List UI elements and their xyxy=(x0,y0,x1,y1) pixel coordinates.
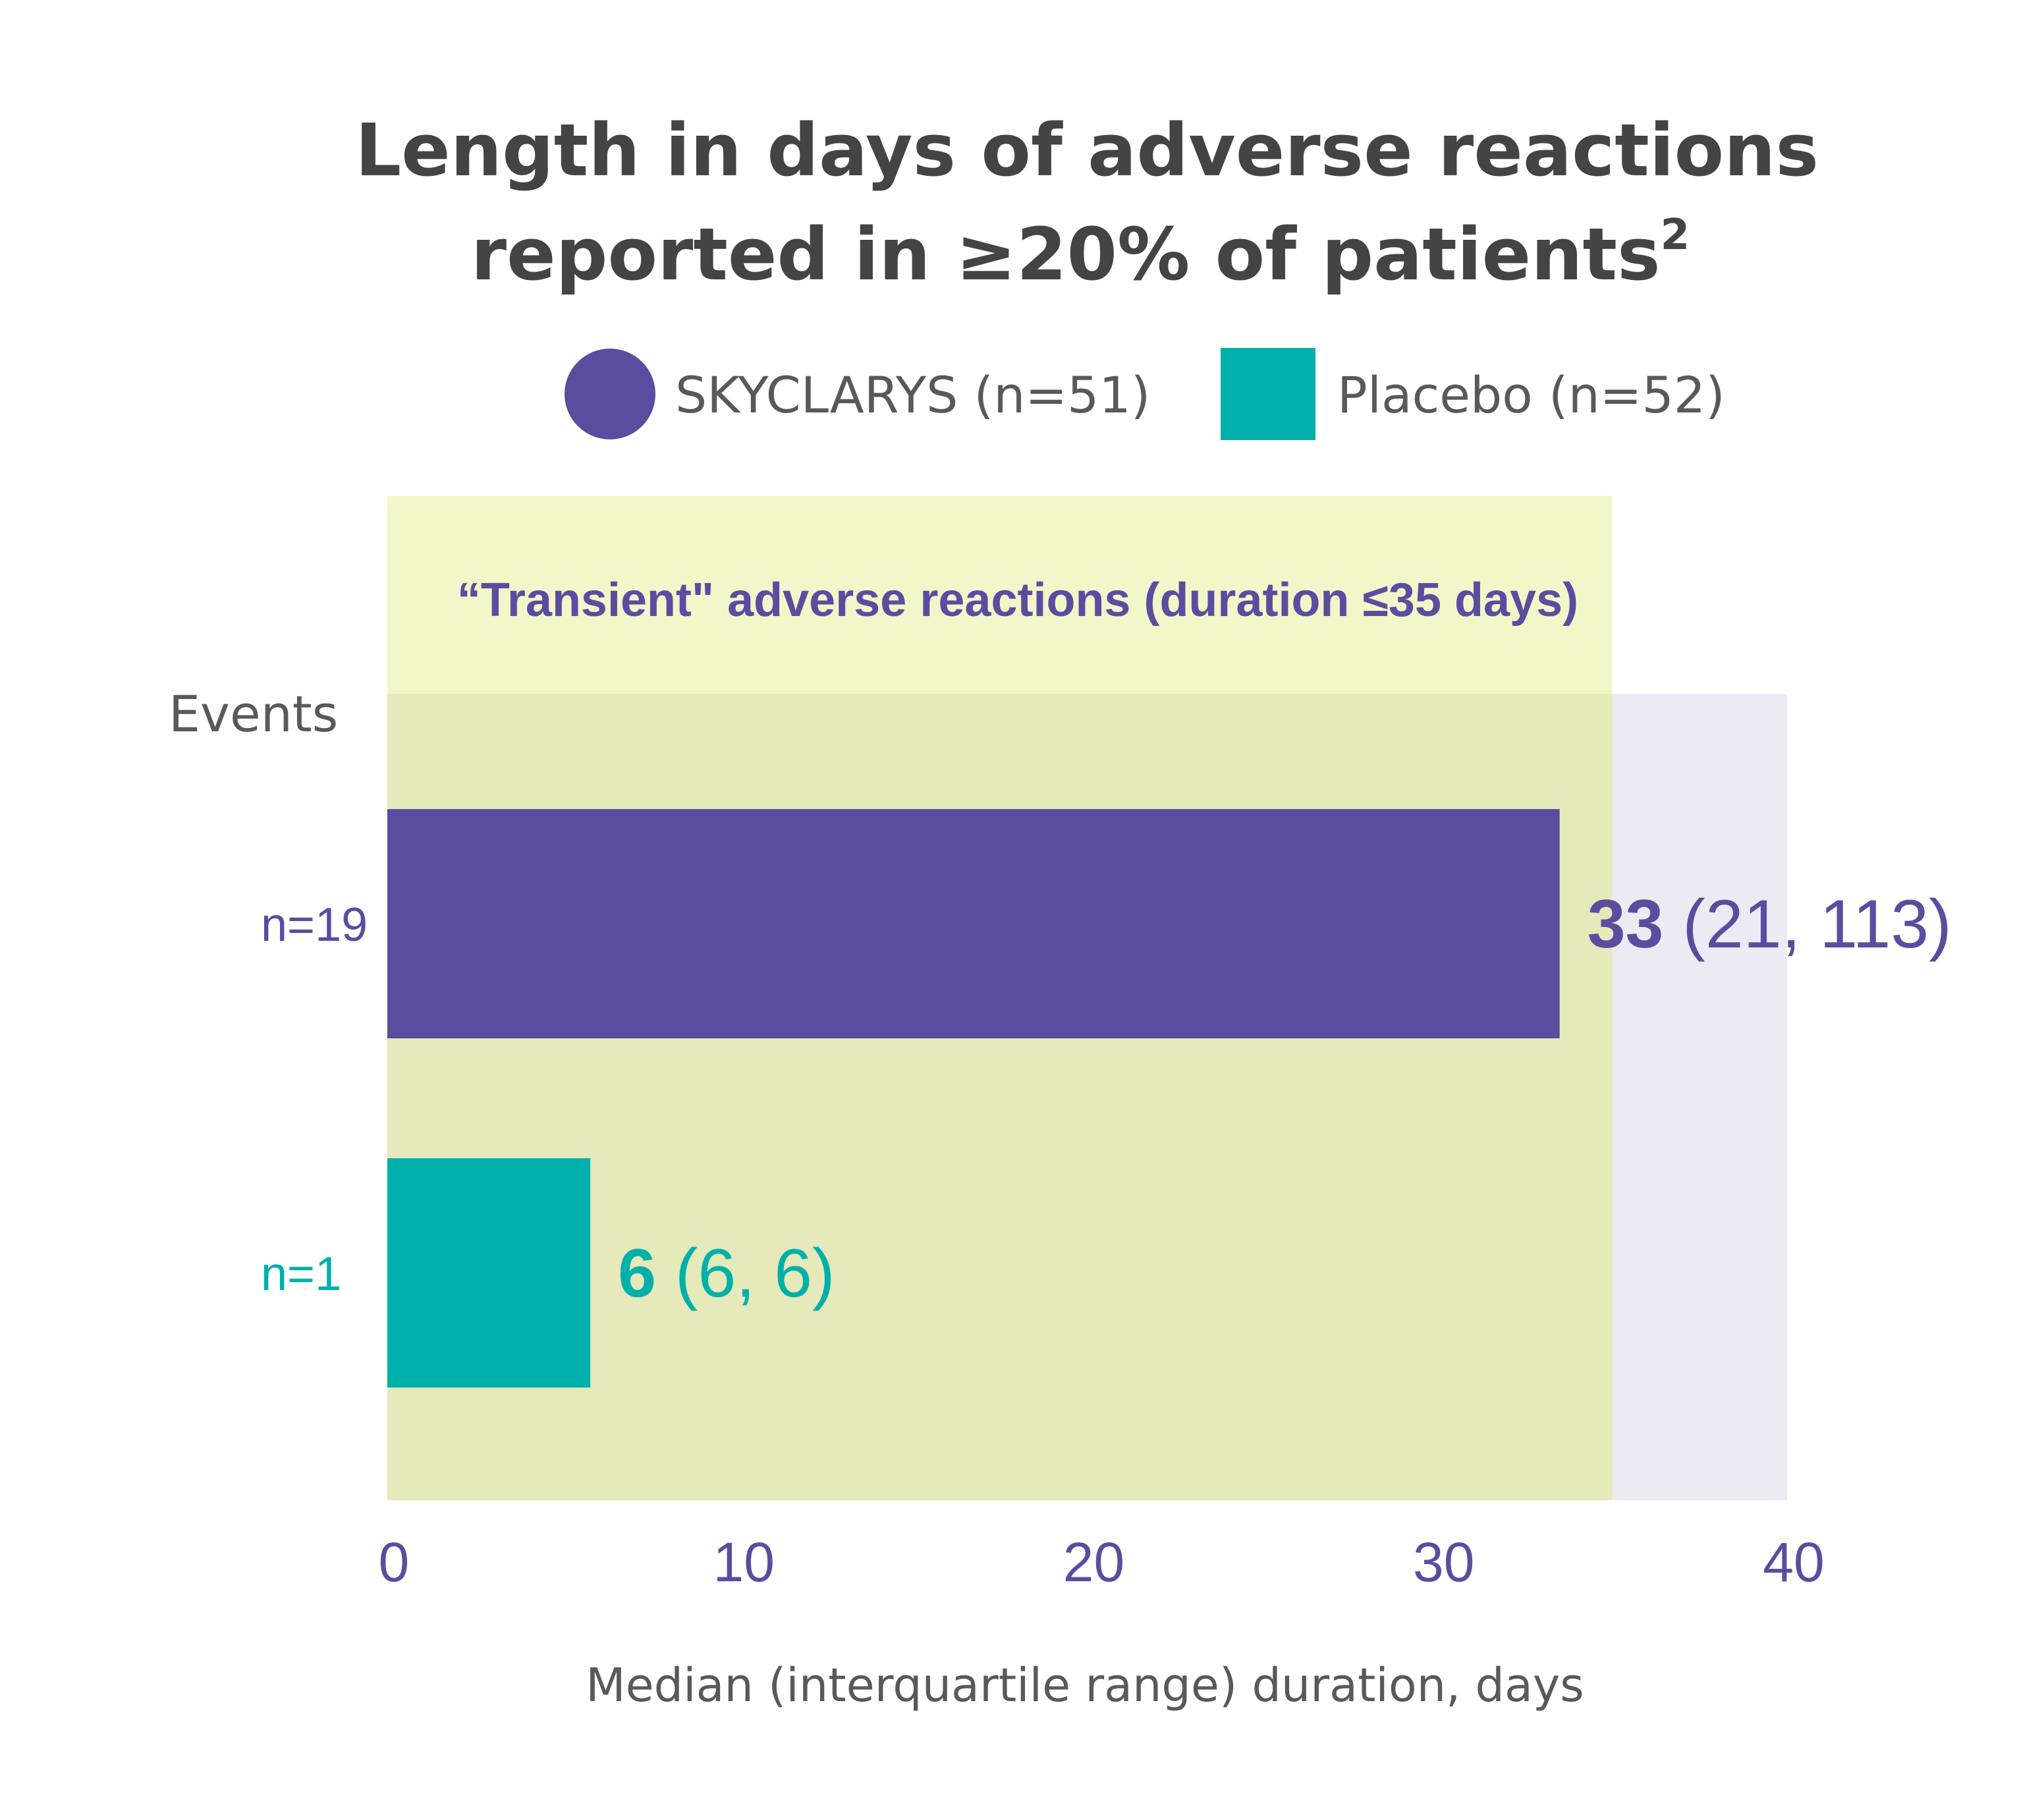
legend-marker-placebo xyxy=(1221,348,1315,440)
x-tick-label-4: 40 xyxy=(1763,1531,1824,1593)
x-tick-label-2: 20 xyxy=(1063,1531,1124,1593)
legend-label-skyclarys: SKYCLARYS (n=51) xyxy=(675,366,1150,424)
x-axis: 0 10 20 30 40 xyxy=(379,1531,1825,1593)
events-label: Events xyxy=(169,685,338,743)
x-tick-label-1: 10 xyxy=(713,1531,775,1593)
legend: SKYCLARYS (n=51) Placebo (n=52) xyxy=(565,348,1725,440)
value-label-median-0: 33 xyxy=(1588,886,1664,963)
legend-label-placebo: Placebo (n=52) xyxy=(1337,366,1725,424)
chart-title-line-1: Length in days of adverse reactions xyxy=(355,108,1819,192)
chart-title-line-2: reported in ≥20% of patients2 xyxy=(471,211,1690,296)
value-label-0: 33 (21, 113) xyxy=(1588,886,1952,963)
legend-marker-skyclarys xyxy=(565,349,655,439)
chart-title-line-2-text: reported in ≥20% of patients xyxy=(471,212,1661,296)
bar-1 xyxy=(387,1158,591,1388)
value-label-median-1: 6 xyxy=(618,1235,656,1312)
bar-0 xyxy=(387,809,1560,1038)
x-tick-label-3: 30 xyxy=(1413,1531,1474,1593)
chart-title-superscript: 2 xyxy=(1661,211,1690,260)
value-label-1: 6 (6, 6) xyxy=(618,1235,835,1312)
transient-region-label: “Transient" adverse reactions (duration … xyxy=(457,574,1578,627)
bars: n=19 33 (21, 113) n=1 6 (6, 6) xyxy=(261,809,1952,1388)
value-label-iqr-0: (21, 113) xyxy=(1663,886,1951,963)
x-tick-label-0: 0 xyxy=(379,1531,410,1593)
x-axis-label: Median (interquartile range) duration, d… xyxy=(586,1658,1584,1712)
category-label-1: n=1 xyxy=(261,1248,341,1301)
value-label-iqr-1: (6, 6) xyxy=(656,1235,835,1312)
category-label-0: n=19 xyxy=(261,899,368,951)
